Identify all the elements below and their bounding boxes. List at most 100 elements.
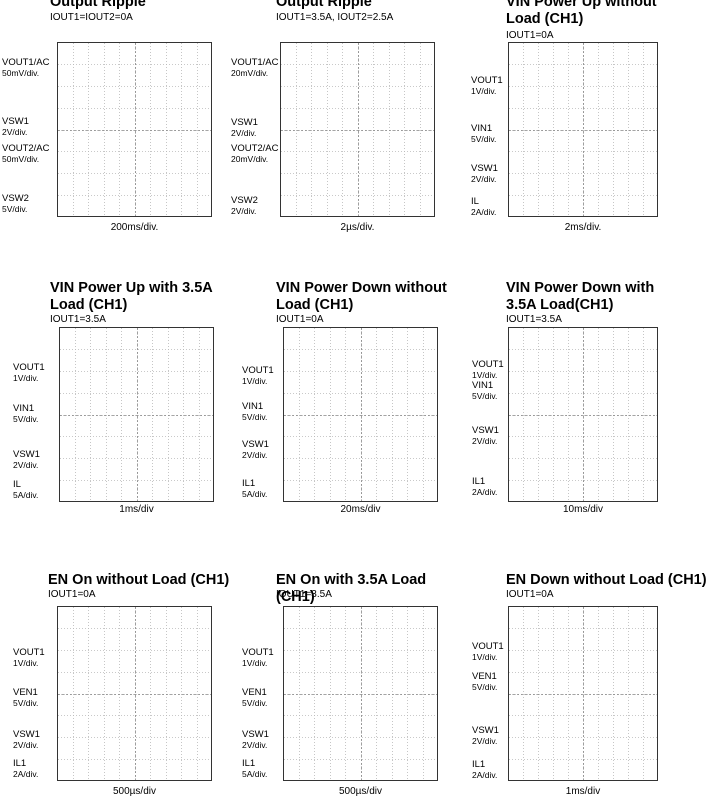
trace-name: VOUT2/AC [231, 143, 279, 154]
label-vout1: VOUT1 1V/div. [472, 642, 504, 663]
trace-name: VIN1 [472, 380, 494, 391]
trace-name: VOUT1 [242, 647, 274, 658]
scope-grid [283, 606, 438, 781]
grid-line [280, 42, 435, 217]
grid-line [508, 42, 658, 217]
panel-title: EN Down without Load (CH1) [506, 572, 707, 588]
label-il: IL1 2A/div. [472, 760, 497, 781]
trace-name: VSW1 [13, 729, 40, 740]
panel-subtitle: IOUT1=IOUT2=0A [50, 12, 133, 23]
label-il: IL 2A/div. [471, 196, 497, 218]
label-vsw1: VSW1 2V/div. [242, 439, 269, 461]
trace-scale: 5V/div. [242, 412, 268, 422]
panel-vin-power-down-3p5a: VIN Power Down with 3.5A Load(CH1) IOUT1… [458, 280, 708, 520]
time-div-label: 2ms/div. [564, 222, 602, 233]
trace-name: IL [471, 196, 479, 207]
time-div-label: 1ms/div [119, 504, 154, 515]
trace-name: IL1 [13, 758, 27, 769]
scope-grid [283, 327, 438, 502]
panel-en-on-3p5a: EN On with 3.5A Load (CH1) IOUT1=3.5A VO… [228, 570, 468, 800]
label-ven1: VEN1 5V/div. [472, 672, 497, 693]
label-ven1: VEN1 5V/div. [13, 687, 39, 709]
label-vin1: VIN1 5V/div. [242, 401, 268, 423]
label-vsw1: VSW1 2V/div. [472, 425, 499, 447]
panel-title: VIN Power Down without Load (CH1) [276, 280, 447, 313]
trace-name: VSW1 [472, 425, 499, 436]
trace-name: VEN1 [242, 687, 267, 698]
label-vout1: VOUT1 1V/div. [242, 647, 274, 669]
scope-plot [508, 42, 658, 217]
scope-grid [508, 42, 658, 217]
label-vin1: VIN1 5V/div. [472, 380, 498, 402]
grid-line [283, 606, 438, 781]
label-ven1: VEN1 5V/div. [242, 687, 267, 709]
trace-name: VIN1 [471, 123, 493, 134]
trace-name: VOUT1 [472, 359, 504, 370]
panel-en-on-no-load: EN On without Load (CH1) IOUT1=0A VOUT1 1… [0, 570, 230, 800]
trace-name: VOUT1 [13, 647, 45, 658]
trace-scale: 2A/div. [472, 487, 498, 497]
trace-name: VIN1 [242, 401, 264, 412]
time-div-label: 500µs/div [338, 786, 382, 797]
trace-name: IL1 [242, 758, 256, 769]
label-vsw1: VSW1 2V/div. [13, 729, 40, 751]
trace-name: VSW2 [231, 195, 258, 206]
trace-scale: 20mV/div. [231, 154, 269, 164]
panel-title: Output Ripple [50, 0, 146, 10]
scope-plot [283, 606, 438, 781]
trace-name: VOUT1/AC [2, 57, 50, 68]
grid-line [508, 606, 658, 781]
panel-title: VIN Power Up with 3.5A Load (CH1) [50, 280, 213, 313]
label-vout1: VOUT1 1V/div. [242, 365, 274, 387]
panel-title: VIN Power Down with 3.5A Load(CH1) [506, 280, 655, 313]
panel-title: EN On without Load (CH1) [48, 572, 230, 588]
trace-name: VIN1 [13, 403, 35, 414]
trace-name: VSW1 [2, 116, 29, 127]
label-vin1: VIN1 5V/div. [471, 123, 496, 145]
panel-en-down-no-load: EN Down without Load (CH1) IOUT1=0A VOUT… [458, 570, 708, 800]
trace-name: VSW1 [472, 725, 499, 736]
label-vsw1: VSW1 2V/div. [2, 116, 29, 138]
trace-name: VEN1 [13, 687, 38, 698]
trace-scale: 2V/div. [471, 174, 497, 184]
trace-scale: 20mV/div. [231, 68, 269, 78]
label-il: IL 5A/div. [13, 480, 38, 501]
time-div-label: 20ms/div [340, 504, 381, 515]
panel-subtitle: IOUT1=3.5A, IOUT2=2.5A [276, 12, 394, 23]
trace-scale: 1V/div. [472, 370, 498, 380]
panel-subtitle: IOUT1=3.5A [50, 314, 106, 325]
label-vsw2: VSW2 5V/div. [2, 193, 29, 215]
trace-name: IL1 [472, 476, 486, 487]
label-vsw1: VSW1 2V/div. [231, 117, 258, 139]
grid-line [57, 42, 212, 217]
trace-scale: 5V/div. [2, 204, 28, 214]
label-vout1: VOUT1 1V/div. [472, 359, 504, 381]
scope-grid [508, 327, 658, 502]
trace-scale: 5V/div. [472, 391, 498, 401]
label-vout1: VOUT1/AC 20mV/div. [231, 58, 279, 79]
trace-scale: 1V/div. [242, 376, 268, 386]
trace-name: VOUT1 [242, 365, 274, 376]
trace-scale: 2A/div. [471, 207, 497, 217]
label-vout1: VOUT1 1V/div. [13, 647, 45, 669]
trace-name: VSW1 [231, 117, 258, 128]
trace-scale: 2V/div. [231, 206, 257, 216]
scope-plot [59, 327, 214, 502]
trace-name: VSW2 [2, 193, 29, 204]
trace-name: VSW1 [242, 439, 269, 450]
trace-scale: 5V/div. [13, 698, 39, 708]
panel-title: EN On with 3.5A Load (CH1) [276, 572, 427, 605]
panel-subtitle: IOUT1=0A [276, 314, 324, 325]
trace-scale: 2V/div. [472, 736, 498, 746]
label-vsw1: VSW1 2V/div. [472, 725, 499, 747]
panel-vin-power-up-3p5a: VIN Power Up with 3.5A Load (CH1) IOUT1=… [0, 280, 230, 520]
panel-subtitle: IOUT1=0A [506, 589, 554, 600]
scope-plot [283, 327, 438, 502]
trace-scale: 5A/div. [242, 489, 268, 499]
label-vsw1: VSW1 2V/div. [471, 164, 498, 185]
trace-scale: 2V/div. [242, 740, 268, 750]
trace-name: VSW1 [13, 449, 40, 460]
trace-scale: 1V/div. [471, 86, 497, 96]
panel-subtitle: IOUT1=0A [48, 589, 96, 600]
scope-grid [59, 327, 214, 502]
